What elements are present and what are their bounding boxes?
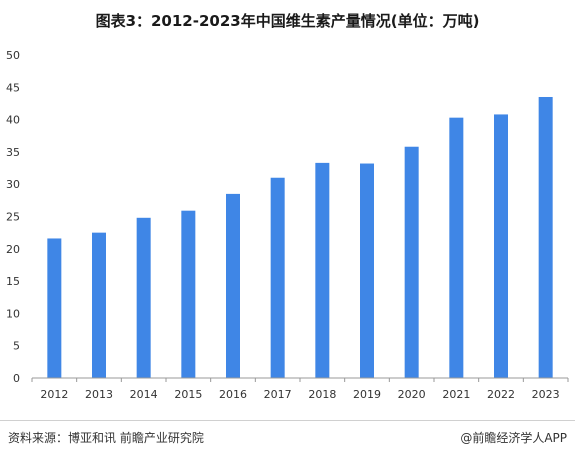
y-tick-label: 40 bbox=[6, 114, 20, 127]
bar-2014 bbox=[136, 217, 151, 378]
y-axis: 0 5 10 15 20 25 30 35 40 45 50 bbox=[6, 49, 20, 385]
y-tick-label: 15 bbox=[6, 275, 20, 288]
bar-2013 bbox=[92, 232, 106, 378]
source-text: 资料来源：博亚和讯 前瞻产业研究院 bbox=[8, 431, 204, 445]
x-tick-label: 2013 bbox=[85, 388, 113, 401]
x-tick-label: 2022 bbox=[487, 388, 515, 401]
x-axis: 2012 2013 2014 2015 2016 2017 2018 2019 2020 2021… bbox=[31, 378, 569, 401]
x-tick-label: 2021 bbox=[442, 388, 470, 401]
bar-2018 bbox=[315, 162, 330, 378]
x-tick-label: 2018 bbox=[308, 388, 336, 401]
bar-2017 bbox=[270, 177, 285, 378]
x-tick-label: 2019 bbox=[353, 388, 381, 401]
bar-2016 bbox=[226, 193, 240, 378]
x-tick-label: 2015 bbox=[174, 388, 202, 401]
y-tick-label: 25 bbox=[6, 211, 20, 224]
y-tick-label: 50 bbox=[6, 49, 20, 62]
y-tick-label: 35 bbox=[6, 146, 20, 159]
bar-2012 bbox=[47, 238, 62, 378]
bar-2015 bbox=[181, 210, 196, 378]
bar-2022 bbox=[494, 114, 508, 378]
x-tick-label: 2016 bbox=[219, 388, 247, 401]
bar-2021 bbox=[449, 117, 464, 379]
x-tick-label: 2023 bbox=[532, 388, 560, 401]
bar-2019 bbox=[360, 163, 374, 378]
bars bbox=[47, 96, 553, 379]
x-tick-label: 2020 bbox=[398, 388, 426, 401]
y-tick-label: 5 bbox=[13, 340, 20, 353]
y-tick-label: 30 bbox=[6, 178, 20, 191]
y-tick-label: 45 bbox=[6, 81, 20, 94]
y-tick-label: 0 bbox=[13, 372, 20, 385]
bar-2023 bbox=[538, 96, 553, 379]
x-tick-label: 2017 bbox=[264, 388, 292, 401]
x-tick-label: 2014 bbox=[130, 388, 158, 401]
credit-text: @前瞻经济学人APP bbox=[460, 431, 567, 445]
x-tick-label: 2012 bbox=[40, 388, 68, 401]
chart-title: 图表3：2012-2023年中国维生素产量情况(单位：万吨) bbox=[95, 12, 480, 30]
y-tick-label: 20 bbox=[6, 243, 20, 256]
bar-2020 bbox=[404, 146, 419, 378]
footer: 资料来源：博亚和讯 前瞻产业研究院 @前瞻经济学人APP bbox=[0, 420, 575, 453]
y-tick-label: 10 bbox=[6, 307, 20, 320]
